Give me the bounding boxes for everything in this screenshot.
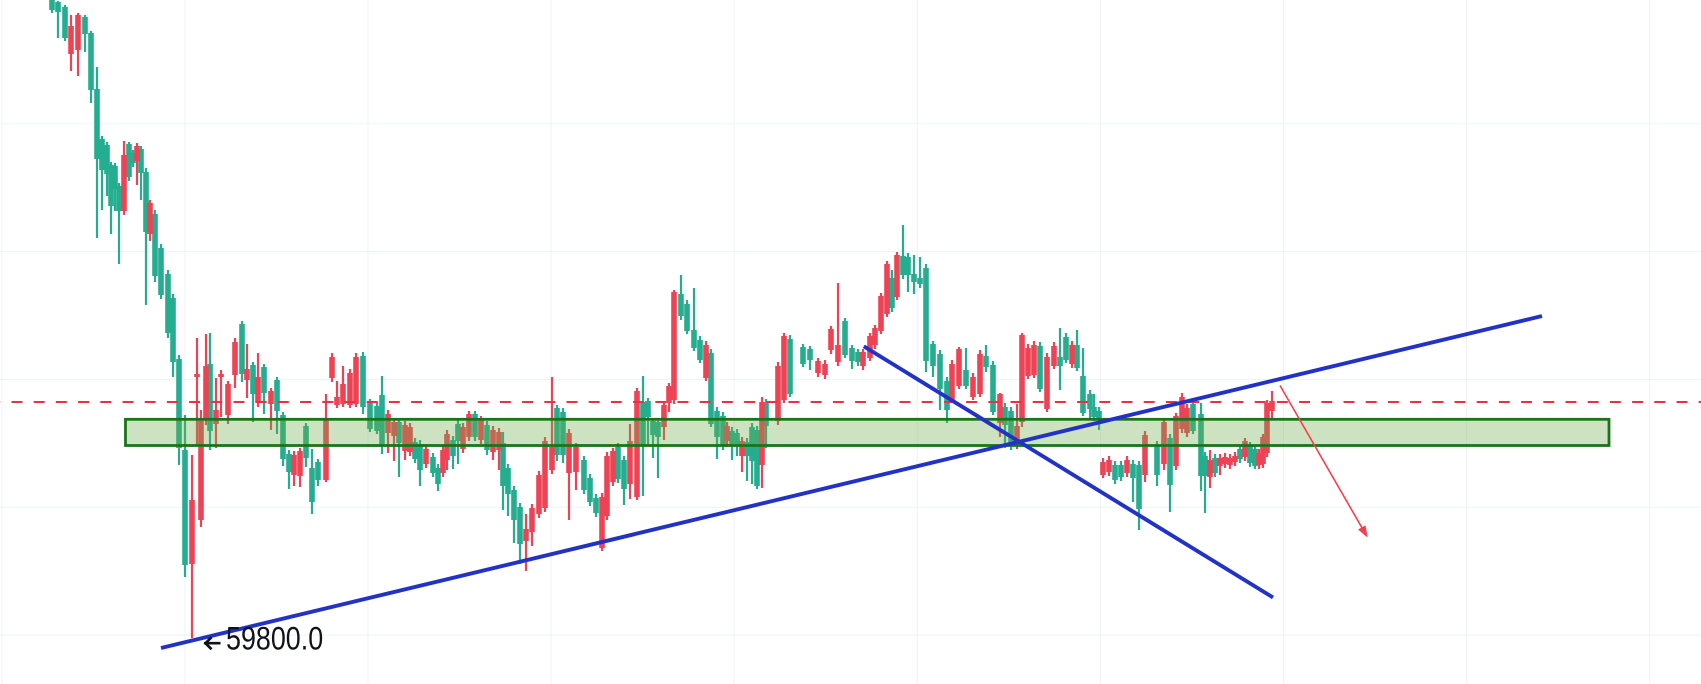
svg-text:59800.0: 59800.0 [226,621,323,657]
